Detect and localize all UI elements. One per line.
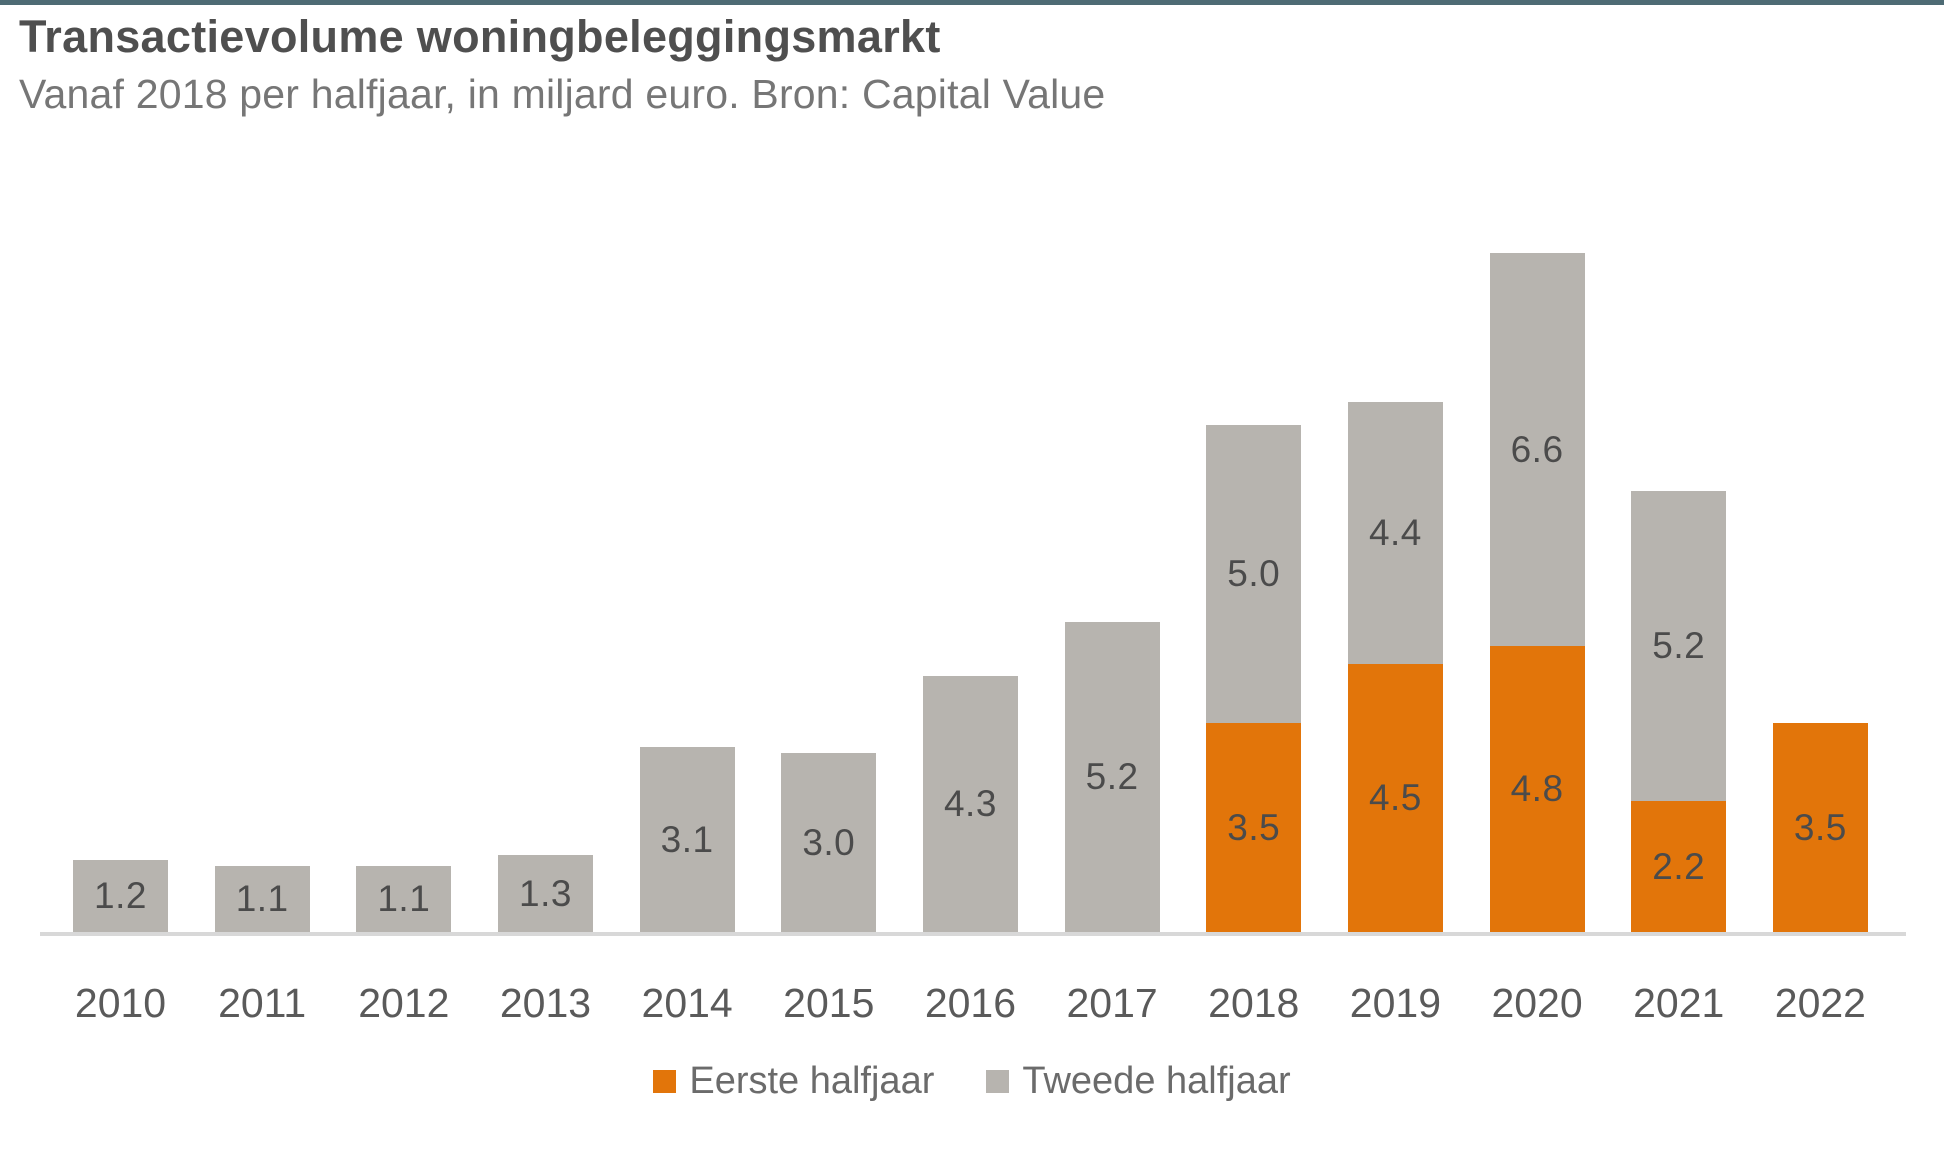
bar-value-label: 1.1	[377, 878, 431, 919]
bar-segment-tweede-halfjaar-2010: 1.2	[73, 860, 168, 932]
bar-segment-tweede-halfjaar-2020: 6.6	[1489, 253, 1585, 646]
bar-value-label: 5.2	[1085, 756, 1139, 797]
plot-area: 1.2 1.1 1.1 1.3 3.1 3.0 4.3 5.2 5.0 3.5 4.4 4.5 6.6 4…	[73, 252, 1868, 932]
bar-value-label: 3.5	[1227, 806, 1281, 848]
bar-segment-tweede-halfjaar-2015: 3.0	[781, 753, 877, 932]
bar-value-label: 2.2	[1652, 845, 1706, 887]
bar-value-label: 5.2	[1652, 625, 1706, 666]
bar-segment-tweede-halfjaar-2011: 1.1	[214, 866, 310, 932]
page-subtitle: Vanaf 2018 per halfjaar, in miljard euro…	[19, 70, 1106, 117]
bar-value-label: 3.1	[660, 818, 714, 860]
bar-2016: 4.3	[922, 676, 1018, 932]
x-tick-2013: 2013	[499, 980, 592, 1026]
legend: Eerste halfjaar Tweede halfjaar	[0, 1060, 1944, 1103]
bar-segment-eerste-halfjaar-2018: 3.5	[1206, 723, 1302, 932]
bar-value-label: 3.0	[802, 821, 856, 863]
bar-value-label: 6.6	[1510, 428, 1564, 470]
bar-value-label: 4.3	[943, 783, 997, 824]
x-tick-2015: 2015	[783, 980, 875, 1026]
bar-2012: 1.1	[356, 866, 452, 932]
bar-value-label: 5.0	[1227, 553, 1281, 594]
legend-label-tweede-halfjaar: Tweede halfjaar	[1022, 1060, 1291, 1102]
bar-2013: 1.3	[497, 855, 593, 932]
bar-segment-tweede-halfjaar-2012: 1.1	[356, 866, 452, 932]
bar-2022: 3.5	[1772, 723, 1868, 932]
bar-2015: 3.0	[781, 753, 877, 932]
bar-value-label: 1.2	[94, 875, 147, 916]
bar-2014: 3.1	[639, 747, 735, 932]
x-tick-2019: 2019	[1349, 980, 1442, 1026]
x-axis-labels: 2010 2011 2012 2013 2014 2015 2016 2017 2018 2019…	[73, 980, 1868, 1027]
x-tick-2021: 2021	[1633, 980, 1725, 1026]
bar-2021: 5.2 2.2	[1631, 491, 1727, 932]
x-tick-2018: 2018	[1208, 980, 1300, 1026]
bar-value-label: 3.5	[1793, 806, 1847, 848]
bar-2017: 5.2	[1064, 622, 1160, 932]
bar-2018: 5.0 3.5	[1206, 425, 1302, 932]
chart-header: Transactievolume woningbeleggingsmarkt V…	[19, 12, 1105, 118]
legend-swatch-eerste-halfjaar-icon	[653, 1070, 677, 1093]
x-tick-2014: 2014	[641, 980, 733, 1026]
bar-2020: 6.6 4.8	[1489, 253, 1585, 932]
bar-2010: 1.2	[73, 860, 168, 932]
bar-value-label: 1.1	[235, 878, 289, 919]
x-tick-2017: 2017	[1066, 980, 1158, 1026]
bar-segment-tweede-halfjaar-2018: 5.0	[1206, 425, 1302, 723]
legend-item-eerste-halfjaar: Eerste halfjaar	[653, 1060, 934, 1103]
legend-item-tweede-halfjaar: Tweede halfjaar	[986, 1060, 1291, 1103]
bar-value-label: 4.5	[1368, 777, 1422, 818]
bar-segment-eerste-halfjaar-2019: 4.5	[1347, 664, 1443, 932]
bar-2019: 4.4 4.5	[1347, 402, 1443, 932]
bar-segment-tweede-halfjaar-2021: 5.2	[1631, 491, 1727, 801]
top-accent-bar	[0, 0, 1944, 5]
bar-value-label: 1.3	[519, 872, 572, 914]
x-tick-2012: 2012	[358, 980, 450, 1026]
x-tick-2010: 2010	[74, 980, 167, 1026]
legend-label-eerste-halfjaar: Eerste halfjaar	[689, 1060, 935, 1102]
bar-segment-tweede-halfjaar-2013: 1.3	[497, 855, 593, 932]
bar-value-label: 4.4	[1368, 512, 1422, 553]
page-title: Transactievolume woningbeleggingsmarkt	[19, 11, 941, 62]
legend-swatch-tweede-halfjaar-icon	[986, 1070, 1010, 1093]
bar-segment-tweede-halfjaar-2016: 4.3	[922, 676, 1018, 932]
bar-segment-eerste-halfjaar-2021: 2.2	[1631, 801, 1727, 932]
x-tick-2011: 2011	[218, 980, 307, 1026]
x-tick-2016: 2016	[924, 980, 1017, 1026]
x-axis-line	[40, 932, 1906, 936]
x-tick-2022: 2022	[1774, 980, 1866, 1026]
bar-2011: 1.1	[214, 866, 310, 932]
bar-value-label: 4.8	[1510, 768, 1564, 809]
bar-segment-eerste-halfjaar-2020: 4.8	[1489, 646, 1585, 932]
bar-segment-tweede-halfjaar-2019: 4.4	[1347, 402, 1443, 664]
bar-segment-eerste-halfjaar-2022: 3.5	[1772, 723, 1868, 932]
x-tick-2020: 2020	[1491, 980, 1583, 1026]
bar-segment-tweede-halfjaar-2014: 3.1	[639, 747, 735, 932]
bar-segment-tweede-halfjaar-2017: 5.2	[1064, 622, 1160, 932]
